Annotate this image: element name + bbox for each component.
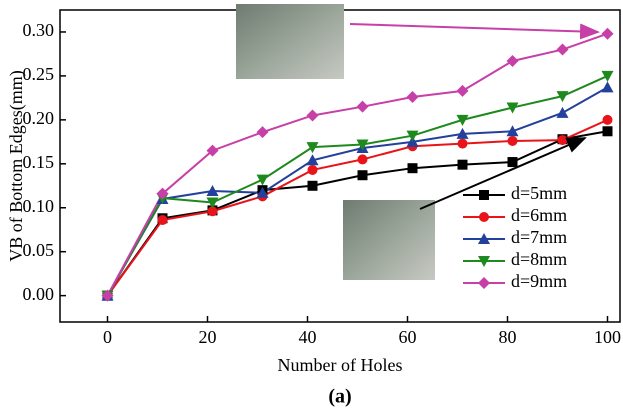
point — [557, 135, 568, 146]
point — [457, 159, 468, 170]
chart-title: (a) — [328, 386, 351, 408]
point — [156, 187, 169, 200]
point — [256, 174, 269, 186]
point — [357, 154, 368, 165]
point — [307, 180, 318, 191]
inset-photo — [343, 200, 435, 280]
point — [206, 185, 219, 197]
legend-marker — [479, 190, 489, 200]
point — [556, 91, 569, 103]
point — [307, 164, 318, 175]
point — [306, 142, 319, 154]
y-tick-label: 0.15 — [23, 152, 55, 172]
legend-marker — [478, 233, 490, 244]
point — [507, 157, 518, 168]
point — [556, 106, 569, 118]
x-tick-label: 40 — [299, 327, 317, 347]
point — [601, 70, 614, 82]
legend-label: d=5mm — [511, 183, 567, 203]
y-tick-label: 0.20 — [23, 108, 55, 128]
point — [206, 144, 219, 157]
x-tick-label: 80 — [499, 327, 517, 347]
point — [406, 130, 419, 142]
point — [601, 27, 614, 40]
legend-label: d=7mm — [511, 227, 567, 247]
point — [356, 139, 369, 151]
x-tick-label: 100 — [594, 327, 621, 347]
y-tick-label: 0.10 — [23, 196, 55, 216]
point — [457, 138, 468, 149]
point — [406, 91, 419, 104]
point — [456, 84, 469, 97]
point — [207, 206, 218, 217]
point — [506, 125, 519, 137]
point — [602, 114, 613, 125]
point — [506, 102, 519, 114]
legend-marker — [478, 256, 490, 267]
point — [306, 154, 319, 166]
point — [601, 81, 614, 93]
point — [456, 127, 469, 139]
y-tick-label: 0.25 — [23, 64, 55, 84]
y-tick-label: 0.05 — [23, 240, 55, 260]
point — [556, 43, 569, 56]
point — [157, 215, 168, 226]
x-tick-label: 0 — [103, 327, 112, 347]
legend-label: d=6mm — [511, 205, 567, 225]
inset-photo — [236, 4, 344, 79]
point — [506, 54, 519, 67]
x-tick-label: 60 — [399, 327, 417, 347]
point — [306, 109, 319, 122]
point — [507, 135, 518, 146]
point — [407, 163, 418, 174]
plot-layer: 0.00 0.05 0.10 0.15 0.20 0.25 0.30 0 20 40 60 80 100… — [23, 9, 621, 347]
point — [206, 197, 219, 209]
point — [602, 126, 613, 137]
point — [256, 186, 269, 198]
x-tick-label: 20 — [199, 327, 217, 347]
legend-label: d=8mm — [511, 249, 567, 269]
y-tick-label: 0.00 — [23, 284, 55, 304]
y-tick-label: 0.30 — [23, 20, 55, 40]
arrow — [419, 137, 587, 210]
x-axis-label: Number of Holes — [278, 355, 403, 375]
point — [101, 289, 114, 302]
point — [256, 126, 269, 139]
legend-marker — [478, 277, 490, 289]
legend-marker — [479, 212, 489, 222]
y-axis-label: VB of Bottom Edges(mm) — [6, 70, 27, 262]
legend-label: d=9mm — [511, 271, 567, 291]
point — [456, 114, 469, 126]
point — [357, 170, 368, 181]
point — [356, 100, 369, 113]
arrow — [349, 23, 600, 40]
